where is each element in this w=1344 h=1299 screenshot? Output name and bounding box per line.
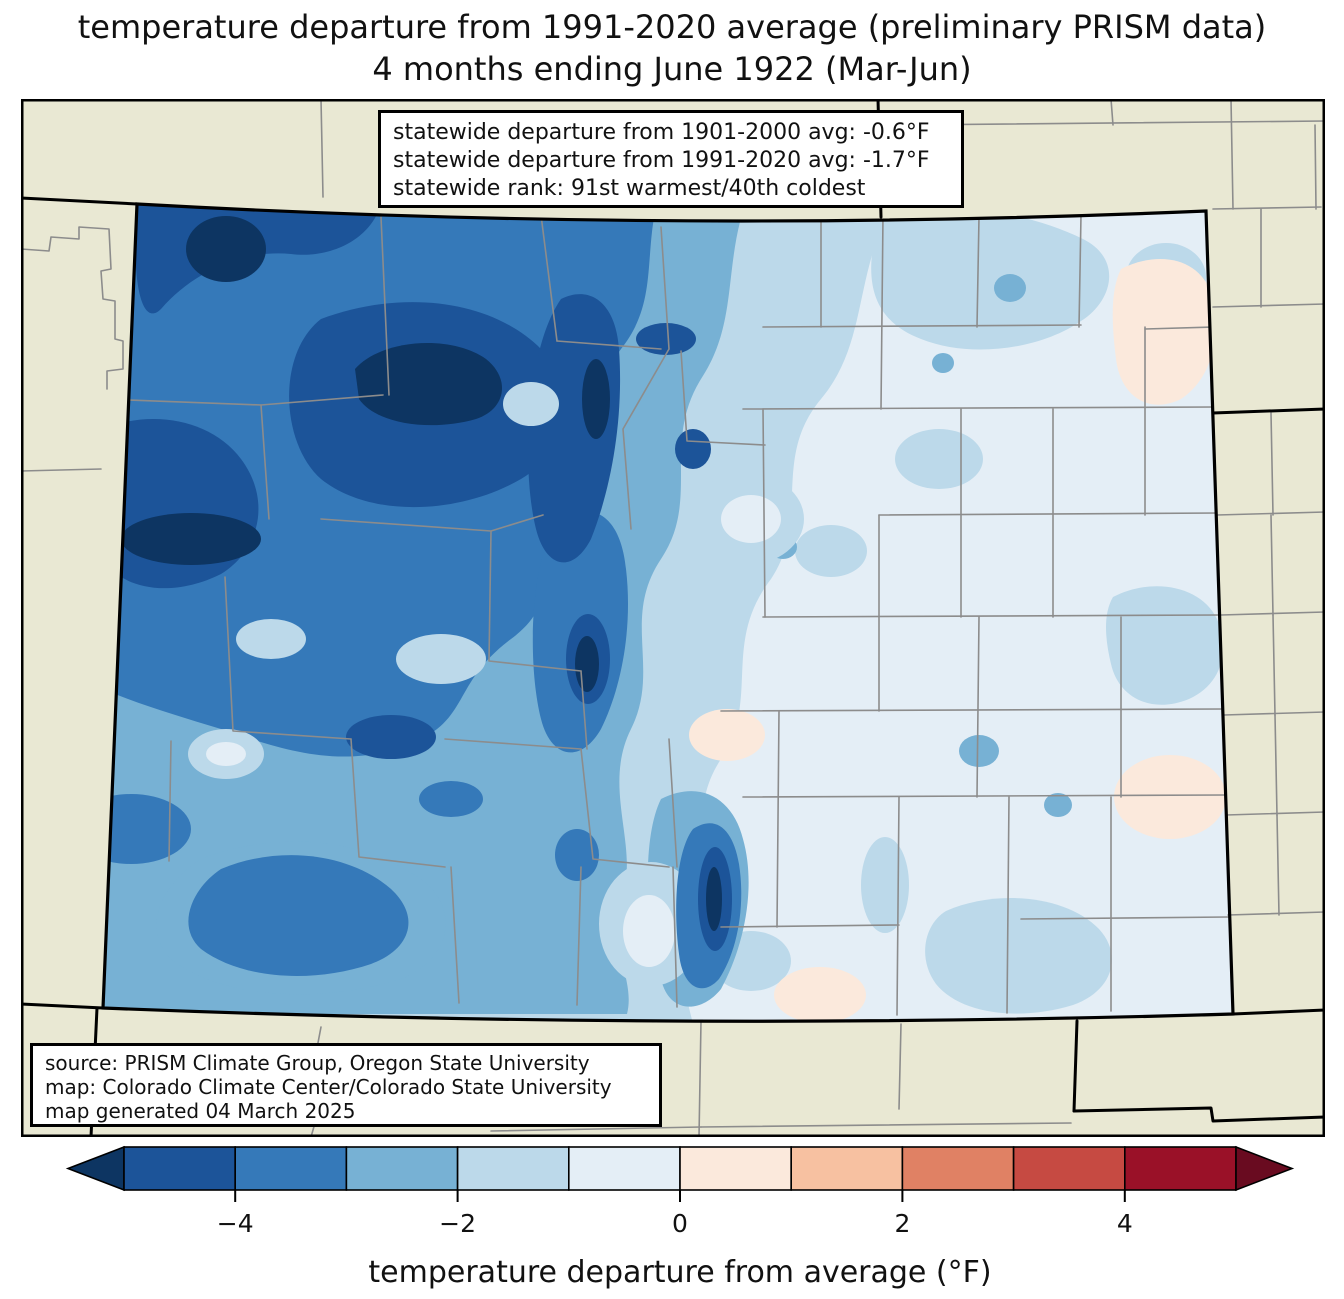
colorbar: −4 −2 0 2 4 temperature departure from a… (60, 1142, 1300, 1299)
stats-line-1901-2000: statewide departure from 1901-2000 avg: … (393, 120, 930, 145)
colorbar-bin (1124, 1146, 1237, 1191)
colorbar-axis-label: temperature departure from average (°F) (368, 1255, 991, 1290)
colorbar-bin (567, 1146, 681, 1191)
colorbar-bin (790, 1146, 904, 1191)
colorbar-bin (123, 1146, 236, 1191)
colorbar-bin (679, 1146, 792, 1191)
contour-layer-below-minus5 (121, 216, 610, 692)
colorado-anomaly-map (19, 97, 1327, 1139)
title-line2: 4 months ending June 1922 (Mar-Jun) (372, 50, 972, 88)
colorbar-tick-labels: −4 −2 0 2 4 (217, 1209, 1133, 1238)
neighbor-county-lines (20, 98, 1326, 1138)
tick-label-4: 4 (1117, 1209, 1133, 1238)
tick-label-minus4: −4 (217, 1209, 254, 1238)
colorbar-over-arrow (1235, 1145, 1295, 1192)
anomaly-fill-layers (103, 204, 1233, 1022)
colorado-county-lines (103, 214, 1229, 1016)
map-credit-line: map: Colorado Climate Center/Colorado St… (45, 1075, 612, 1099)
colorbar-bin (1012, 1146, 1126, 1191)
source-line: source: PRISM Climate Group, Oregon Stat… (45, 1051, 590, 1075)
tick-label-0: 0 (672, 1209, 688, 1238)
stats-line-rank: statewide rank: 91st warmest/40th coldes… (393, 176, 866, 201)
colorbar-tick-marks (234, 1190, 1126, 1202)
colorbar-svg: −4 −2 0 2 4 temperature departure from a… (65, 1145, 1295, 1290)
generated-date-line: map generated 04 March 2025 (45, 1099, 356, 1123)
title-line1: temperature departure from 1991-2020 ave… (77, 8, 1267, 46)
tick-label-2: 2 (894, 1209, 910, 1238)
map-canvas (19, 97, 1327, 1139)
axes-frame (21, 99, 1325, 1137)
colorbar-bin (234, 1146, 348, 1191)
title: temperature departure from 1991-2020 ave… (0, 6, 1344, 90)
stats-line-1991-2020: statewide departure from 1991-2020 avg: … (393, 148, 930, 173)
colorbar-bin (456, 1146, 570, 1191)
sangre-ridge-cores (676, 823, 742, 989)
colorbar-under-arrow (65, 1145, 125, 1192)
colorbar-bin (345, 1146, 459, 1191)
colorbar-bin (901, 1146, 1015, 1191)
source-credit-box: source: PRISM Climate Group, Oregon Stat… (30, 1043, 662, 1127)
contour-layer-0-plus1 (689, 259, 1226, 1022)
statewide-stats-box: statewide departure from 1901-2000 avg: … (378, 110, 964, 208)
tick-label-minus2: −2 (439, 1209, 476, 1238)
colorado-state-outline (101, 202, 1235, 1023)
colorbar-bins (65, 1145, 1295, 1192)
